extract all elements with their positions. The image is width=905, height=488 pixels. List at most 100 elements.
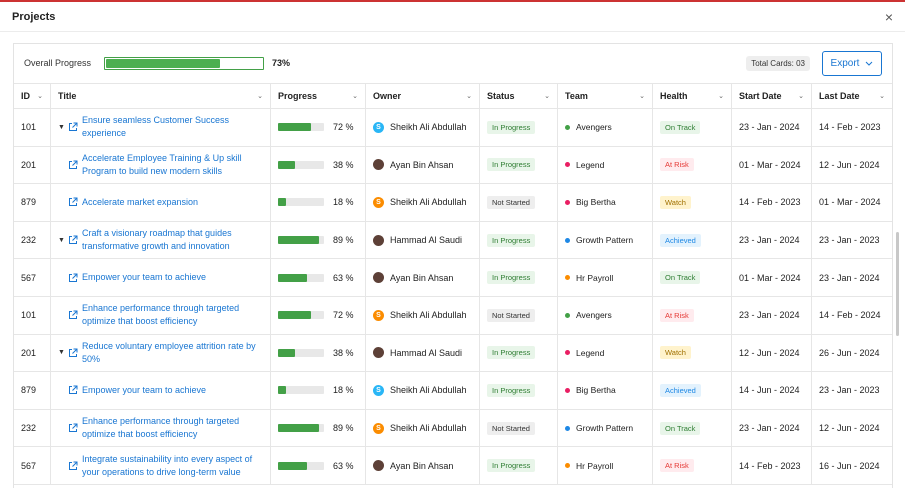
cell-start-date: 14 - Feb - 2023 (732, 184, 812, 221)
external-link-icon[interactable] (68, 385, 78, 395)
project-title-link[interactable]: Integrate sustainability into every aspe… (82, 453, 253, 477)
team-name: Big Bertha (576, 385, 616, 396)
external-link-icon[interactable] (68, 461, 78, 471)
external-link-icon[interactable] (68, 273, 78, 283)
progress-percent: 72 % (333, 122, 354, 133)
cell-start-date: 01 - Mar - 2024 (732, 259, 812, 296)
column-header-status[interactable]: Status ⌄ (480, 84, 558, 108)
last-date: 23 - Jan - 2023 (819, 235, 880, 246)
start-date: 23 - Jan - 2024 (739, 423, 800, 434)
health-badge: Achieved (660, 383, 701, 397)
cell-team: Legend (558, 334, 653, 372)
column-header-id[interactable]: ID ⌄ (14, 84, 51, 108)
start-date: 01 - Mar - 2024 (739, 272, 801, 283)
external-link-icon[interactable] (68, 423, 78, 433)
start-date: 01 - Mar - 2024 (739, 159, 801, 170)
external-link-icon[interactable] (68, 310, 78, 320)
table-row[interactable]: 232 Enhance performance through targeted… (14, 409, 892, 448)
avatar-initial: S (376, 311, 381, 319)
column-header-last-date[interactable]: Last Date ⌄ (812, 84, 892, 108)
project-title-link[interactable]: Enhance performance through targeted opt… (82, 303, 240, 327)
progress-fill (278, 198, 287, 207)
column-header-owner[interactable]: Owner ⌄ (366, 84, 480, 108)
last-date: 14 - Feb - 2023 (819, 122, 881, 133)
last-date: 12 - Jun - 2024 (819, 159, 880, 170)
cell-id: 201 (14, 334, 51, 372)
external-link-icon[interactable] (68, 160, 78, 170)
avatar: photo (373, 159, 384, 171)
progress-percent: 18 % (333, 197, 354, 208)
table-row[interactable]: 201 ▼ Reduce voluntary employee attritio… (14, 334, 892, 373)
cell-title: ▼ Ensure seamless Customer Success exper… (51, 109, 271, 146)
health-badge: Achieved (660, 233, 701, 247)
row-id: 101 (21, 310, 37, 321)
avatar-initial: S (376, 123, 381, 131)
table-row[interactable]: 567 Integrate sustainability into every … (14, 447, 892, 485)
cell-status: In Progress (480, 259, 558, 296)
cell-owner: photo Hammad Al Saudi (366, 221, 480, 259)
owner-name: Ayan Bin Ahsan (390, 272, 454, 283)
progress-fill (278, 273, 307, 282)
table-row[interactable]: 879 Empower your team to achieve 18 % S … (14, 372, 892, 410)
project-title-link[interactable]: Ensure seamless Customer Success experie… (82, 115, 230, 139)
cell-owner: photo Ayan Bin Ahsan (366, 447, 480, 484)
progress-bar (278, 236, 324, 245)
column-header-progress[interactable]: Progress ⌄ (271, 84, 366, 108)
table-row[interactable]: 567 Empower your team to achieve 63 % ph… (14, 259, 892, 297)
last-date: 23 - Jan - 2023 (819, 385, 880, 396)
last-date: 12 - Jun - 2024 (819, 423, 880, 434)
chevron-down-icon: ⌄ (257, 93, 263, 100)
project-title-link[interactable]: Empower your team to achieve (82, 384, 207, 395)
start-date: 14 - Feb - 2023 (739, 197, 801, 208)
progress-bar (278, 198, 324, 207)
column-header-health[interactable]: Health ⌄ (653, 84, 732, 108)
caret-down-icon[interactable]: ▼ (58, 349, 65, 357)
external-link-icon[interactable] (68, 197, 78, 207)
external-link-icon[interactable] (68, 235, 78, 245)
project-title-link[interactable]: Accelerate market expansion (82, 196, 199, 207)
table-row[interactable]: 101 ▼ Ensure seamless Customer Success e… (14, 109, 892, 147)
export-button[interactable]: Export (822, 50, 882, 76)
start-date: 23 - Jan - 2024 (739, 310, 800, 321)
external-link-icon[interactable] (68, 122, 78, 132)
title-wrap: Enhance performance through targeted opt… (58, 415, 263, 441)
progress-percent: 18 % (333, 385, 354, 396)
cell-team: Hr Payroll (558, 447, 653, 484)
cell-start-date: 23 - Jan - 2024 (732, 409, 812, 447)
caret-down-icon[interactable]: ▼ (58, 236, 65, 244)
row-id: 232 (21, 235, 37, 246)
cell-title: ▼ Craft a visionary roadmap that guides … (51, 221, 271, 259)
title-wrap: Empower your team to achieve (58, 384, 206, 397)
cell-owner: photo Hammad Al Saudi (366, 334, 480, 372)
column-header-team[interactable]: Team ⌄ (558, 84, 653, 108)
project-title-link[interactable]: Reduce voluntary employee attrition rate… (82, 340, 256, 364)
cell-id: 567 (14, 447, 51, 484)
project-title-link[interactable]: Enhance performance through targeted opt… (82, 416, 240, 440)
status-badge: In Progress (487, 271, 536, 285)
table-row[interactable]: 201 Accelerate Employee Training & Up sk… (14, 146, 892, 185)
status-badge: Not Started (487, 308, 535, 322)
cell-status: In Progress (480, 447, 558, 484)
owner-name: Ayan Bin Ahsan (390, 460, 454, 471)
column-header-title[interactable]: Title ⌄ (51, 84, 271, 108)
project-title-link[interactable]: Empower your team to achieve (82, 272, 207, 283)
project-title-link[interactable]: Accelerate Employee Training & Up skill … (82, 152, 242, 176)
avatar: S (373, 384, 384, 396)
close-icon[interactable]: × (884, 8, 893, 25)
caret-down-icon[interactable]: ▼ (58, 123, 65, 131)
cell-progress: 72 % (271, 109, 366, 146)
table-header: ID ⌄ Title ⌄ Progress ⌄ Owner ⌄ Status ⌄ Team… (14, 83, 892, 109)
column-header-start-date[interactable]: Start Date ⌄ (732, 84, 812, 108)
team-dot-icon (565, 387, 570, 393)
project-title-link[interactable]: Craft a visionary roadmap that guides tr… (82, 228, 232, 252)
team-dot-icon (565, 425, 570, 431)
table-row[interactable]: 101 Enhance performance through targeted… (14, 296, 892, 335)
cell-owner: photo Ayan Bin Ahsan (366, 259, 480, 296)
external-link-icon[interactable] (68, 348, 78, 358)
table-row[interactable]: 232 ▼ Craft a visionary roadmap that gui… (14, 221, 892, 260)
health-badge: On Track (660, 120, 701, 134)
vertical-scrollbar[interactable] (896, 232, 899, 336)
chevron-down-icon: ⌄ (466, 93, 472, 100)
table-row[interactable]: 879 Accelerate market expansion 18 % S S… (14, 184, 892, 222)
